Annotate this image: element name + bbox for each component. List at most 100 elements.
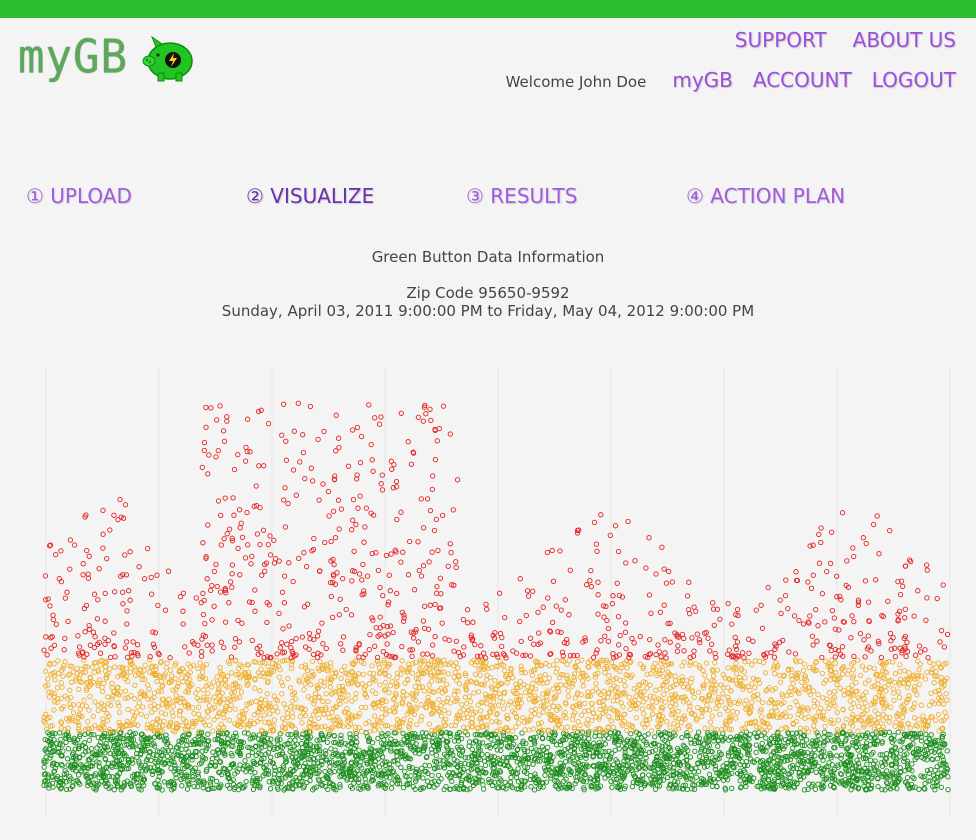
usage-point: [859, 663, 866, 669]
usage-point: [107, 666, 113, 672]
usage-point: [624, 665, 630, 671]
usage-point: [897, 769, 904, 775]
usage-point: [215, 750, 222, 756]
usage-point: [572, 781, 578, 787]
usage-point: [267, 786, 274, 792]
usage-point: [274, 736, 281, 742]
usage-point: [211, 716, 217, 723]
usage-point: [867, 757, 874, 763]
usage-point: [50, 784, 56, 790]
usage-point: [181, 758, 187, 764]
usage-point: [667, 696, 673, 702]
usage-point: [537, 673, 543, 679]
usage-point: [820, 695, 826, 701]
usage-point: [369, 764, 376, 770]
piggy-bank-icon: [142, 33, 194, 83]
usage-point: [149, 771, 156, 777]
usage-point: [561, 778, 567, 784]
usage-point: [891, 690, 897, 696]
nav-about-us-link[interactable]: ABOUT US: [852, 28, 956, 52]
usage-point: [458, 780, 465, 786]
usage-point: [544, 767, 550, 773]
usage-point: [207, 781, 214, 787]
usage-point: [140, 704, 146, 710]
usage-point: [445, 710, 452, 716]
usage-point: [580, 683, 586, 689]
usage-point: [109, 774, 115, 780]
usage-point: [158, 733, 165, 739]
usage-point: [945, 786, 951, 793]
usage-point: [315, 770, 321, 776]
step-action-plan[interactable]: ④ ACTION PLAN: [686, 184, 846, 208]
usage-point: [646, 704, 652, 710]
usage-point: [399, 666, 405, 672]
usage-point: [783, 778, 790, 784]
usage-point: [918, 738, 925, 744]
usage-point: [684, 733, 690, 739]
usage-point: [708, 778, 714, 785]
usage-point: [520, 714, 526, 721]
usage-point: [776, 736, 782, 742]
usage-point: [879, 738, 885, 745]
usage-point: [521, 748, 528, 754]
usage-point: [121, 736, 127, 742]
usage-point: [292, 737, 298, 743]
usage-point: [905, 744, 911, 750]
usage-point: [730, 737, 736, 743]
usage-point: [659, 743, 665, 750]
nav-support-link[interactable]: SUPPORT: [734, 28, 827, 52]
logo-text: myGB: [18, 30, 128, 85]
usage-point: [728, 747, 734, 753]
nav-mygb-link[interactable]: myGB: [672, 68, 733, 92]
usage-point: [42, 771, 49, 777]
usage-point: [226, 717, 233, 723]
usage-point: [921, 756, 927, 762]
usage-point: [912, 784, 918, 790]
nav-account-link[interactable]: ACCOUNT: [752, 68, 852, 92]
usage-point: [854, 735, 860, 741]
usage-point: [901, 731, 907, 737]
usage-point: [572, 736, 579, 742]
usage-point: [143, 713, 150, 720]
usage-point: [176, 768, 182, 775]
usage-point: [815, 691, 821, 698]
usage-point: [63, 786, 70, 793]
usage-point: [897, 668, 903, 675]
usage-point: [710, 734, 716, 740]
usage-point: [754, 783, 760, 790]
step-results[interactable]: ③ RESULTS: [466, 184, 578, 208]
usage-point: [389, 741, 395, 747]
usage-point: [388, 748, 394, 754]
usage-point: [867, 664, 873, 670]
usage-point: [886, 719, 892, 725]
nav-logout-link[interactable]: LOGOUT: [871, 68, 956, 92]
usage-point: [191, 710, 197, 717]
step-visualize[interactable]: ② VISUALIZE: [246, 184, 375, 208]
usage-point: [753, 742, 759, 748]
usage-point: [858, 672, 864, 679]
usage-point: [759, 740, 765, 746]
usage-point: [337, 784, 343, 790]
usage-point: [98, 739, 104, 746]
usage-point: [797, 725, 804, 731]
usage-point: [553, 725, 559, 731]
usage-point: [284, 715, 291, 721]
usage-point: [904, 751, 910, 757]
usage-point: [901, 755, 908, 762]
usage-point: [564, 724, 570, 730]
usage-point: [414, 721, 420, 728]
usage-point: [441, 657, 447, 663]
usage-point: [441, 707, 447, 714]
usage-point: [369, 663, 375, 669]
usage-point: [229, 753, 235, 759]
usage-point: [615, 772, 621, 778]
usage-point: [389, 780, 395, 786]
usage-point: [164, 660, 170, 666]
usage-point: [179, 722, 185, 729]
usage-point: [860, 755, 867, 762]
usage-point: [170, 780, 177, 786]
usage-point: [784, 757, 791, 764]
step-upload[interactable]: ① UPLOAD: [26, 184, 132, 208]
logo[interactable]: myGB: [18, 30, 194, 85]
usage-point: [153, 756, 159, 763]
